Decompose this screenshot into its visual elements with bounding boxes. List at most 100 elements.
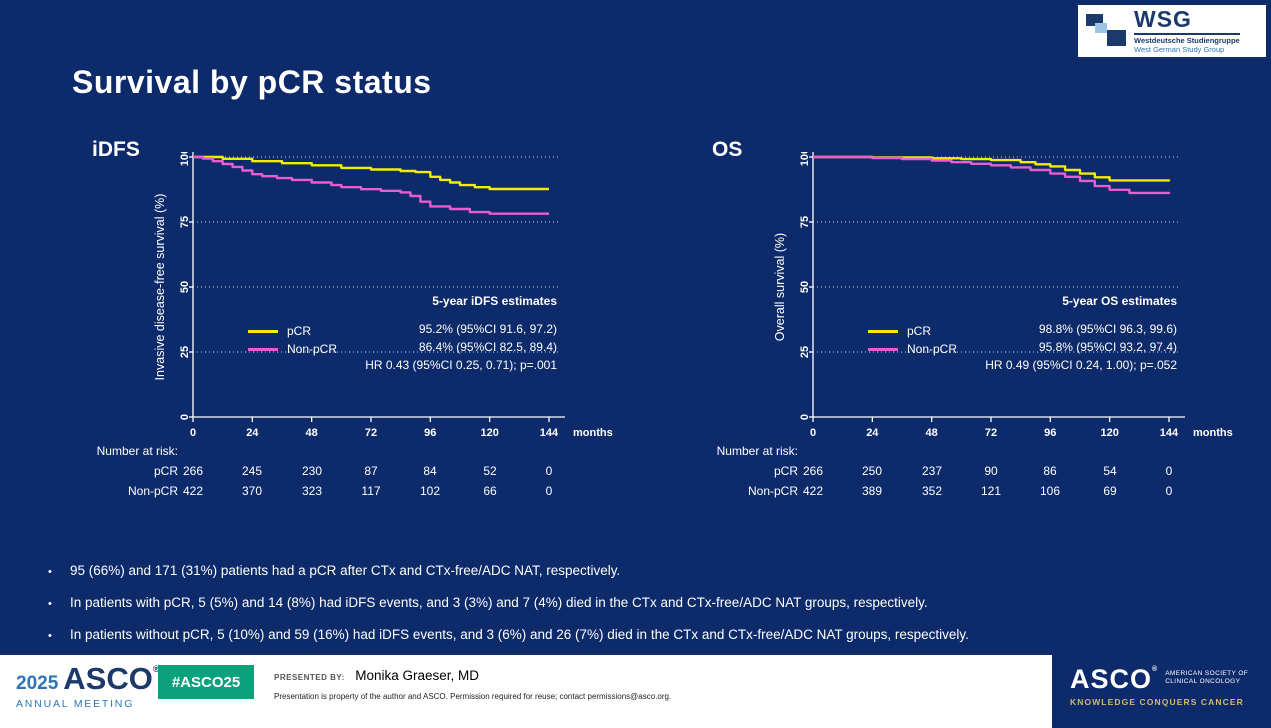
risk-count: 0 — [545, 464, 553, 478]
os-estimate-non-pcr: 95.8% (95%CI 93.2, 97.4) — [1038, 340, 1177, 354]
risk-count: 66 — [483, 484, 497, 498]
svg-text:months: months — [1193, 427, 1233, 439]
legend-label-pcr: pCR — [287, 324, 312, 338]
svg-text:144: 144 — [1160, 427, 1179, 439]
risk-count: 52 — [483, 464, 497, 478]
risk-count: 422 — [802, 484, 824, 498]
risk-count: 323 — [301, 484, 323, 498]
risk-count: 84 — [423, 464, 437, 478]
legend-label-pcr: pCR — [907, 324, 932, 338]
risk-count: 422 — [182, 484, 204, 498]
idfs-estimate-non-pcr: 86.4% (95%CI 82.5, 89.4) — [418, 340, 557, 354]
svg-text:144: 144 — [540, 427, 559, 439]
risk-count: 90 — [984, 464, 998, 478]
svg-text:0: 0 — [799, 414, 811, 420]
asco-society-line1: AMERICAN SOCIETY OF — [1165, 670, 1249, 677]
hashtag-badge: #ASCO25 — [158, 665, 254, 699]
risk-table-label: Number at risk: — [716, 444, 798, 458]
idfs-hazard-ratio: HR 0.43 (95%CI 0.25, 0.71); p=.001 — [365, 358, 557, 372]
wsg-stairs-icon — [1086, 14, 1126, 46]
risk-count: 245 — [241, 464, 263, 478]
svg-text:25: 25 — [179, 346, 191, 358]
legend-label-non-pcr: Non-pCR — [907, 342, 958, 356]
svg-text:72: 72 — [365, 427, 377, 439]
presented-by-label: PRESENTED BY: — [274, 673, 345, 682]
risk-row-name: pCR — [153, 464, 178, 478]
os-estimates-header: 5-year OS estimates — [1062, 294, 1177, 308]
asco-wordmark: ASCO® — [1070, 664, 1159, 694]
non-pcr-line-swatch — [248, 347, 278, 351]
risk-count: 117 — [361, 484, 381, 498]
bullet-text: 95 (66%) and 171 (31%) patients had a pC… — [70, 563, 621, 578]
bullet-icon: • — [48, 630, 52, 642]
bullet-text: In patients with pCR, 5 (5%) and 14 (8%)… — [70, 595, 928, 610]
risk-count: 86 — [1043, 464, 1057, 478]
idfs-chart-title: iDFS — [92, 138, 140, 161]
risk-count: 237 — [921, 464, 943, 478]
bullet-item: • In patients without pCR, 5 (10%) and 5… — [48, 626, 1238, 645]
os-hazard-ratio: HR 0.49 (95%CI 0.24, 1.00); p=.052 — [985, 358, 1177, 372]
risk-count: 69 — [1103, 484, 1117, 498]
svg-text:50: 50 — [179, 281, 191, 293]
asco-logo: ASCO® AMERICAN SOCIETY OF CLINICAL ONCOL… — [1070, 664, 1248, 708]
asco-society-name: AMERICAN SOCIETY OF CLINICAL ONCOLOGY — [1165, 670, 1248, 687]
asco-tagline: KNOWLEDGE CONQUERS CANCER — [1070, 697, 1244, 707]
wsg-logo: WSG Westdeutsche Studiengruppe West Germ… — [1078, 5, 1266, 57]
bullet-item: • 95 (66%) and 171 (31%) patients had a … — [48, 562, 1238, 581]
footer-bar: 2025 ASCO® ANNUAL MEETING #ASCO25 PRESEN… — [0, 655, 1052, 728]
idfs-km-plot: 0 25 50 75 100 0 24 48 72 96 120 144 months — [157, 148, 637, 452]
risk-count: 266 — [802, 464, 824, 478]
slide-title: Survival by pCR status — [72, 64, 432, 100]
wsg-names: Westdeutsche Studiengruppe West German S… — [1134, 33, 1240, 54]
svg-text:24: 24 — [866, 427, 879, 439]
meeting-org: ASCO® — [63, 661, 160, 696]
wsg-name-de: Westdeutsche Studiengruppe — [1134, 36, 1240, 45]
risk-count: 0 — [1165, 464, 1173, 478]
svg-text:100: 100 — [179, 152, 191, 166]
risk-count: 0 — [545, 484, 553, 498]
os-estimate-pcr: 98.8% (95%CI 96.3, 99.6) — [1038, 322, 1177, 336]
idfs-chart: iDFS Invasive disease-free survival (%) … — [88, 138, 673, 513]
svg-text:75: 75 — [799, 216, 811, 228]
svg-text:24: 24 — [246, 427, 259, 439]
pcr-line-swatch — [248, 329, 278, 333]
svg-text:75: 75 — [179, 216, 191, 228]
risk-row-name: pCR — [773, 464, 798, 478]
registered-mark: ® — [1152, 666, 1159, 673]
risk-count: 352 — [921, 484, 943, 498]
risk-count: 106 — [1039, 484, 1061, 498]
legend-row-non-pcr: Non-pCR — [248, 340, 337, 358]
idfs-estimates-header: 5-year iDFS estimates — [432, 294, 557, 308]
risk-count: 389 — [861, 484, 883, 498]
non-pcr-line-swatch — [868, 347, 898, 351]
wsg-name-en: West German Study Group — [1134, 45, 1225, 54]
svg-text:months: months — [573, 427, 613, 439]
risk-count: 370 — [241, 484, 263, 498]
copyright-disclaimer: Presentation is property of the author a… — [274, 692, 672, 701]
svg-text:72: 72 — [985, 427, 997, 439]
risk-row-pcr: pCR 266 245 230 87 84 52 0 — [88, 464, 648, 480]
risk-count: 230 — [301, 464, 323, 478]
risk-count: 102 — [419, 484, 441, 498]
bullet-item: • In patients with pCR, 5 (5%) and 14 (8… — [48, 594, 1238, 613]
wsg-text: WSG Westdeutsche Studiengruppe West Germ… — [1134, 8, 1240, 54]
pcr-line-swatch — [868, 329, 898, 333]
legend-row-pcr: pCR — [248, 322, 337, 340]
risk-count: 87 — [364, 464, 378, 478]
registered-mark: ® — [152, 664, 160, 674]
svg-text:96: 96 — [424, 427, 436, 439]
risk-count: 121 — [980, 484, 1002, 498]
svg-text:0: 0 — [179, 414, 191, 420]
svg-text:96: 96 — [1044, 427, 1056, 439]
risk-row-non-pcr: Non-pCR 422 370 323 117 102 66 0 — [88, 484, 648, 500]
svg-text:50: 50 — [799, 281, 811, 293]
os-chart: OS Overall survival (%) 0 25 50 75 100 0 24 48 7… — [708, 138, 1271, 513]
wsg-abbr: WSG — [1134, 6, 1192, 32]
svg-text:0: 0 — [190, 427, 196, 439]
meeting-year: 2025 — [16, 673, 59, 694]
svg-text:0: 0 — [810, 427, 816, 439]
legend-row-pcr: pCR — [868, 322, 957, 340]
risk-count: 0 — [1165, 484, 1173, 498]
idfs-estimates-block: 5-year iDFS estimates 95.2% (95%CI 91.6,… — [227, 292, 557, 374]
